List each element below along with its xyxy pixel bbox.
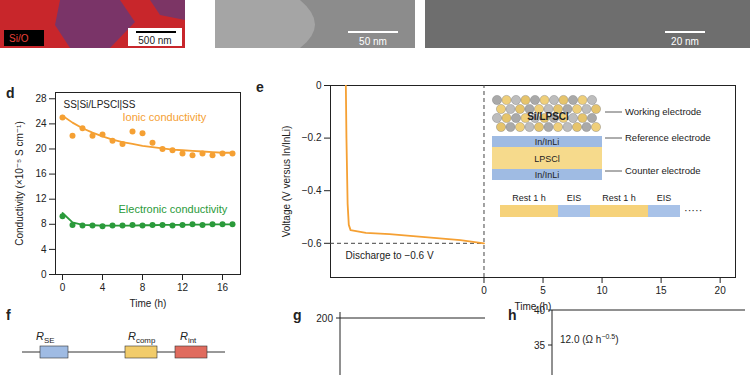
svg-text:500 nm: 500 nm — [138, 35, 171, 46]
svg-text:5: 5 — [540, 285, 546, 296]
svg-text:−0.2: −0.2 — [302, 132, 322, 143]
svg-text:e: e — [256, 79, 264, 95]
svg-text:h: h — [508, 307, 517, 323]
svg-text:Rcomp: Rcomp — [128, 330, 156, 345]
svg-text:4: 4 — [100, 282, 106, 293]
svg-text:8: 8 — [41, 218, 47, 229]
svg-text:Si/LPSCl: Si/LPSCl — [527, 111, 569, 122]
svg-text:In/InLi: In/InLi — [535, 137, 560, 147]
svg-text:12: 12 — [177, 282, 189, 293]
svg-text:12: 12 — [35, 193, 47, 204]
svg-text:0: 0 — [316, 80, 322, 91]
svg-text:g: g — [293, 307, 302, 323]
svg-text:EIS: EIS — [567, 193, 582, 203]
svg-text:35: 35 — [534, 340, 546, 351]
svg-text:50 nm: 50 nm — [359, 36, 387, 47]
svg-text:·····: ····· — [684, 204, 702, 216]
svg-text:Ionic conductivity: Ionic conductivity — [123, 111, 207, 123]
svg-text:Reference electrode: Reference electrode — [625, 132, 711, 143]
svg-text:Si/O: Si/O — [9, 33, 29, 44]
svg-text:Conductivity (×10⁻⁵ S cm⁻¹): Conductivity (×10⁻⁵ S cm⁻¹) — [14, 121, 25, 245]
svg-text:20: 20 — [715, 285, 727, 296]
svg-text:Voltage (V versus In/InLi): Voltage (V versus In/InLi) — [281, 126, 292, 238]
svg-text:−0.4: −0.4 — [302, 185, 322, 196]
svg-text:Rest 1 h: Rest 1 h — [602, 193, 636, 203]
svg-text:Counter electrode: Counter electrode — [625, 165, 701, 176]
svg-text:Rint: Rint — [180, 330, 197, 345]
svg-text:28: 28 — [35, 93, 47, 104]
svg-text:Working electrode: Working electrode — [625, 106, 701, 117]
svg-text:24: 24 — [35, 118, 47, 129]
svg-text:12.0 (Ω h−0.5): 12.0 (Ω h−0.5) — [560, 333, 619, 345]
svg-text:In/InLi: In/InLi — [535, 170, 560, 180]
svg-text:Electronic conductivity: Electronic conductivity — [119, 203, 228, 215]
svg-text:15: 15 — [656, 285, 668, 296]
svg-text:−0.6: −0.6 — [302, 238, 322, 249]
svg-text:0: 0 — [60, 282, 66, 293]
svg-text:40: 40 — [534, 305, 546, 316]
svg-text:d: d — [6, 85, 15, 101]
svg-text:SS|Si/LPSCl|SS: SS|Si/LPSCl|SS — [64, 99, 136, 110]
svg-text:4: 4 — [41, 244, 47, 255]
svg-text:LPSCl: LPSCl — [534, 154, 560, 164]
svg-text:16: 16 — [35, 168, 47, 179]
svg-text:10: 10 — [597, 285, 609, 296]
svg-text:Discharge to −0.6 V: Discharge to −0.6 V — [346, 250, 434, 261]
svg-text:20: 20 — [35, 143, 47, 154]
svg-text:20 nm: 20 nm — [671, 36, 699, 47]
svg-text:0: 0 — [41, 269, 47, 280]
svg-text:EIS: EIS — [657, 193, 672, 203]
svg-text:200: 200 — [316, 313, 333, 324]
svg-text:16: 16 — [217, 282, 229, 293]
svg-text:f: f — [6, 307, 11, 323]
svg-text:RSE: RSE — [36, 330, 55, 345]
svg-text:Rest 1 h: Rest 1 h — [512, 193, 546, 203]
svg-text:0: 0 — [481, 285, 487, 296]
svg-text:Time (h): Time (h) — [515, 301, 552, 312]
svg-text:8: 8 — [140, 282, 146, 293]
svg-text:Time (h): Time (h) — [130, 298, 167, 309]
